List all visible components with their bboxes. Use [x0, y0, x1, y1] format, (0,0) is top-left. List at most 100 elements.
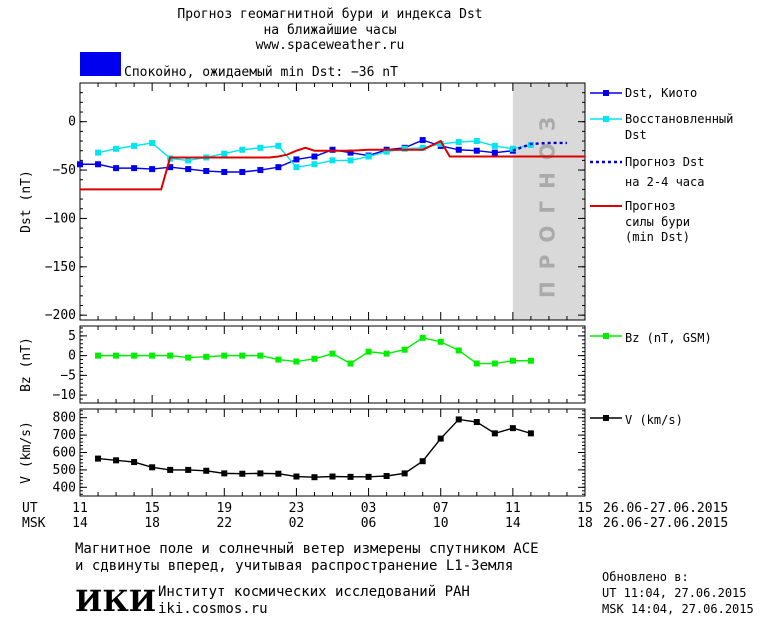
ut-tick-label: 11: [505, 501, 521, 516]
data-point: [437, 140, 444, 147]
legend-storm: Прогноз силы бури (min Dst): [590, 199, 690, 244]
updated-msk: MSK 14:04, 27.06.2015: [602, 602, 754, 616]
data-point: [293, 164, 300, 171]
data-point: [221, 352, 228, 359]
data-point: [257, 352, 264, 359]
legend-v-label: V (km/s): [625, 413, 683, 427]
data-point: [491, 360, 498, 367]
dst-panel: ПРОГНОЗ 0 −50 −100 −150 −200: [45, 82, 586, 323]
v-ylabel: V (km/s): [19, 421, 34, 484]
y-tick-label: 500: [53, 463, 76, 478]
data-point: [275, 470, 282, 477]
legend-dst-forecast: Прогноз Dst на 2-4 часа: [590, 155, 704, 189]
y-tick-label: −100: [45, 211, 76, 226]
data-point: [275, 164, 282, 171]
msk-tick-label: 18: [577, 516, 593, 531]
data-point: [455, 139, 462, 146]
data-point: [113, 457, 120, 464]
data-point: [419, 137, 426, 144]
data-point: [149, 352, 156, 359]
note-line1: Магнитное поле и солнечный ветер измерен…: [75, 541, 539, 557]
legend-v: V (km/s): [590, 413, 683, 427]
data-point: [239, 168, 246, 175]
data-point: [203, 467, 210, 474]
data-point: [203, 168, 210, 175]
legend-dst-forecast-label-1: Прогноз Dst: [625, 155, 704, 169]
data-point: [167, 352, 174, 359]
data-point: [347, 360, 354, 367]
ut-tick-label: 19: [216, 501, 232, 516]
forecast-band-label: ПРОГНОЗ: [535, 105, 559, 298]
data-point: [77, 161, 83, 168]
y-tick-label: −5: [60, 368, 76, 383]
y-tick-label: −150: [45, 260, 76, 275]
ut-tick-label: 15: [144, 501, 160, 516]
msk-label: MSK: [22, 516, 46, 531]
v-frame: [79, 408, 586, 497]
data-point: [185, 166, 192, 173]
data-point: [509, 145, 516, 152]
legend-bz: Bz (nT, GSM): [590, 331, 712, 345]
data-point: [257, 167, 264, 174]
ut-tick-label: 15: [577, 501, 593, 516]
ut-range: 26.06-27.06.2015: [603, 501, 728, 516]
data-point: [221, 470, 228, 477]
data-point: [239, 470, 246, 477]
data-point: [401, 470, 408, 477]
bz-ylabel: Bz (nT): [19, 337, 34, 392]
source-url: www.spaceweather.ru: [256, 38, 405, 53]
legend-bz-label: Bz (nT, GSM): [625, 331, 712, 345]
data-point: [365, 153, 372, 160]
msk-tick-label: 10: [433, 516, 449, 531]
data-point: [473, 138, 480, 145]
y-tick-label: 800: [53, 411, 76, 426]
data-point: [167, 164, 174, 171]
legend-dst-kyoto: Dst, Киото: [590, 86, 697, 100]
data-point: [239, 146, 246, 153]
y-tick-label: 0: [68, 349, 76, 364]
dst-frame: [79, 82, 586, 321]
data-point: [329, 157, 336, 164]
data-point: [419, 144, 426, 151]
msk-range: 26.06-27.06.2015: [603, 516, 728, 531]
status-text: Спокойно, ожидаемый min Dst: −36 nT: [124, 65, 398, 80]
ut-tick-label: 03: [361, 501, 377, 516]
data-point: [203, 353, 210, 360]
msk-tick-label: 22: [216, 516, 232, 531]
note-line2: и сдвинуты вперед, учитывая распростране…: [75, 558, 513, 574]
forecast-band: [512, 83, 585, 320]
legend-dst-forecast-label-2: на 2-4 часа: [625, 175, 704, 189]
bz-frame: [79, 325, 586, 404]
data-point: [365, 473, 372, 480]
data-point: [185, 157, 192, 164]
time-axis: UT MSK 26.06-27.06.2015 26.06-27.06.2015…: [22, 501, 728, 531]
data-point: [473, 147, 480, 154]
legend-dst-restored-label-1: Восстановленный: [625, 112, 733, 126]
data-point: [473, 360, 480, 367]
title-line2: на ближайшие часы: [263, 23, 396, 38]
y-tick-label: 5: [68, 329, 76, 344]
data-point: [311, 161, 318, 168]
data-point: [257, 470, 264, 477]
data-point: [95, 455, 102, 462]
msk-tick-label: 14: [505, 516, 521, 531]
y-tick-label: −10: [53, 388, 76, 403]
data-point: [221, 168, 228, 175]
legend-dst-kyoto-label: Dst, Киото: [625, 86, 697, 100]
legend-storm-label-1: Прогноз: [625, 199, 676, 213]
data-point: [275, 356, 282, 363]
data-point: [329, 350, 336, 357]
data-point: [293, 473, 300, 480]
data-point: [293, 156, 300, 163]
y-tick-label: 400: [53, 480, 76, 495]
bz-panel: 5 0 −5 −10: [53, 325, 586, 404]
v-panel: 800 700 600 500 400: [53, 408, 586, 497]
legend-dst-restored: Восстановленный Dst: [590, 112, 733, 142]
data-point: [401, 346, 408, 353]
data-point: [113, 352, 120, 359]
data-point: [347, 473, 354, 480]
data-point: [311, 474, 318, 481]
data-point: [509, 357, 516, 364]
data-point: [167, 466, 174, 473]
